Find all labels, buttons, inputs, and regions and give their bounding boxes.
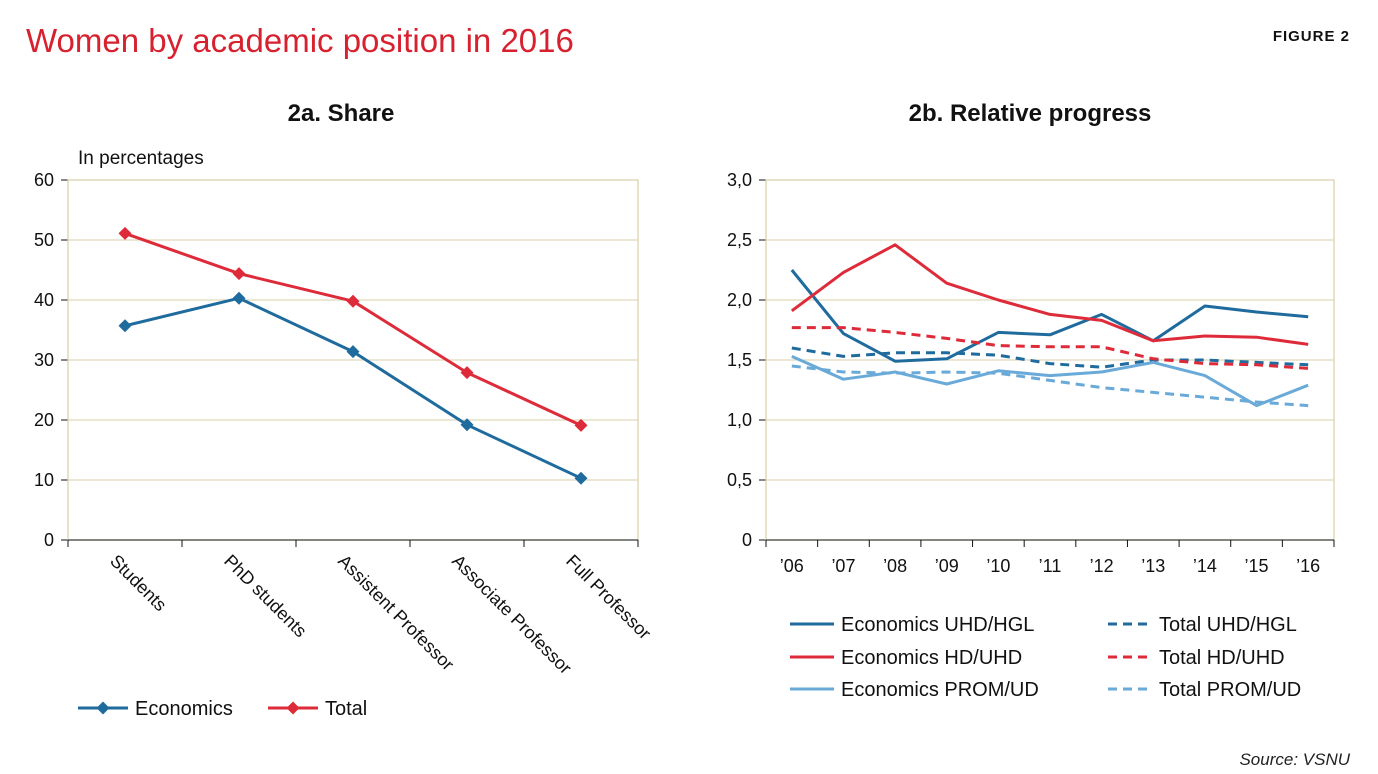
share-xtick-label: Full Professor (562, 551, 655, 644)
share-legend-item: Economics (78, 698, 233, 720)
share-legend-label: Total (325, 698, 367, 720)
page-title: Women by academic position in 2016 (26, 22, 574, 59)
progress-series-line (791, 326, 1309, 370)
progress-legend-item: Economics PROM/UD (790, 679, 1039, 701)
progress-xtick-label: ’14 (1193, 556, 1217, 576)
share-xtick-label: PhD students (220, 551, 311, 642)
progress-xtick-label: ’15 (1245, 556, 1269, 576)
share-point (574, 471, 588, 485)
share-legend-label: Economics (135, 698, 233, 720)
progress-series-line (790, 243, 1309, 346)
share-xtick-label: Students (106, 551, 170, 615)
source-note: Source: VSNU (1239, 750, 1350, 769)
share-point (232, 291, 246, 305)
progress-xtick-label: ’09 (935, 556, 959, 576)
share-ytick-label: 0 (44, 530, 54, 550)
figure-label: FIGURE 2 (1272, 28, 1350, 45)
progress-ytick-label: 0,5 (727, 470, 752, 490)
progress-legend-label: Economics HD/UHD (841, 647, 1022, 669)
progress-xtick-label: ’10 (986, 556, 1010, 576)
share-xtick-label: Associate Professor (448, 551, 575, 678)
progress-series-line (791, 346, 1309, 369)
progress-ytick-label: 0 (742, 530, 752, 550)
share-xtick-label: Assistent Professor (334, 551, 458, 675)
progress-xtick-label: ’11 (1039, 556, 1062, 576)
share-point (460, 366, 474, 380)
progress-xtick-label: ’13 (1141, 556, 1165, 576)
progress-xtick-label: ’07 (831, 556, 855, 576)
progress-legend-label: Total UHD/HGL (1159, 614, 1297, 636)
share-point (460, 418, 474, 432)
share-title: 2a. Share (288, 100, 395, 127)
share-series-line (124, 296, 582, 480)
progress-ytick-label: 2,0 (727, 290, 752, 310)
share-legend-marker (96, 701, 110, 715)
progress-legend-item: Total HD/UHD (1108, 647, 1285, 669)
progress-legend-label: Total PROM/UD (1159, 679, 1301, 701)
progress-ytick-label: 3,0 (727, 170, 752, 190)
share-ylabel: In percentages (78, 148, 204, 169)
progress-xtick-label: ’08 (883, 556, 907, 576)
share-point (346, 294, 360, 308)
progress-xtick-label: ’06 (780, 556, 804, 576)
progress-xtick-label: ’12 (1090, 556, 1114, 576)
share-series-line (124, 231, 582, 427)
progress-legend-label: Economics PROM/UD (841, 679, 1039, 701)
progress-legend-label: Economics UHD/HGL (841, 614, 1034, 636)
progress-xtick-label: ’16 (1296, 556, 1320, 576)
progress-series-line (791, 355, 1309, 408)
progress-legend-item: Economics HD/UHD (790, 647, 1022, 669)
share-legend-item: Total (268, 698, 367, 720)
progress-legend-item: Economics UHD/HGL (790, 614, 1034, 636)
share-point (232, 267, 246, 281)
share-ytick-label: 30 (34, 350, 54, 370)
progress-series-line (790, 269, 1309, 363)
share-ytick-label: 60 (34, 170, 54, 190)
progress-legend-item: Total UHD/HGL (1108, 614, 1297, 636)
share-ytick-label: 20 (34, 410, 54, 430)
progress-legend-label: Total HD/UHD (1159, 647, 1285, 669)
share-legend-marker (286, 701, 300, 715)
progress-ytick-label: 1,0 (727, 410, 752, 430)
share-ytick-label: 10 (34, 470, 54, 490)
share-point (574, 418, 588, 432)
progress-title: 2b. Relative progress (909, 100, 1152, 127)
progress-ytick-label: 2,5 (727, 230, 752, 250)
share-ytick-label: 40 (34, 290, 54, 310)
progress-legend-item: Total PROM/UD (1108, 679, 1301, 701)
share-point (118, 319, 132, 333)
share-point (118, 226, 132, 240)
progress-series-line (791, 364, 1309, 408)
progress-ytick-label: 1,5 (727, 350, 752, 370)
share-ytick-label: 50 (34, 230, 54, 250)
share-point (346, 345, 360, 359)
